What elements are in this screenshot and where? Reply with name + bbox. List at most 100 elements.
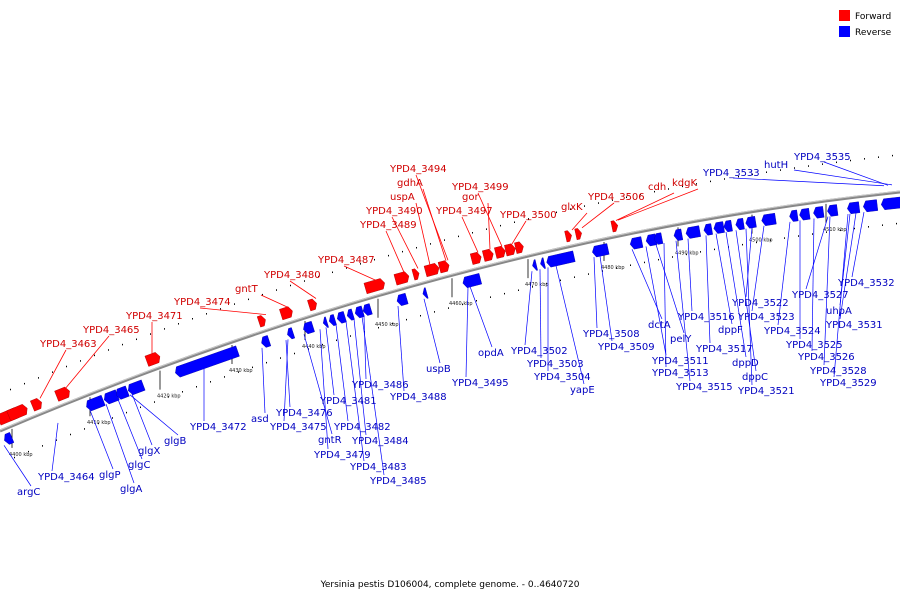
reverse-gene-label: glgC [128,460,150,471]
scale-tick-label: 4490 kbp [675,250,699,256]
reverse-gene-label: YPD4_3502 [510,346,568,357]
forward-label-line [571,212,588,231]
guide-dot [602,270,603,272]
guide-dot [234,303,235,305]
reverse-gene [175,345,240,378]
reverse-gene-label: asd [251,414,269,425]
guide-dot [588,273,589,275]
reverse-gene-label: YPD4_3495 [451,378,509,389]
reverse-label-line [303,334,333,435]
guide-dot [738,175,739,178]
guide-dot [154,401,155,403]
guide-dot [868,226,869,228]
reverse-label-line [539,269,542,359]
forward-gene [494,245,506,259]
legend-forward-label: Forward [855,12,891,22]
guide-dot [700,251,701,253]
reverse-gene-label: YPD4_3517 [695,344,753,355]
forward-gene [30,398,42,412]
guide-dot [770,239,771,241]
reverse-gene-label: YPD4_3524 [763,326,821,337]
guide-dot [784,237,785,239]
guide-dot [28,450,29,453]
reverse-label-line [645,246,667,356]
reverse-label-line [335,324,349,422]
guide-dot [574,276,575,278]
guide-dot [724,178,725,180]
reverse-gene [761,212,777,226]
forward-label-line [289,280,317,299]
forward-label-line [65,335,110,389]
guide-dot [560,279,561,282]
reverse-gene-label: YPD4_3529 [819,378,877,389]
forward-label-line [461,216,479,253]
guide-dot [378,326,379,329]
guide-dot [752,173,753,176]
forward-gene-label: YPD4_3490 [365,206,423,217]
guide-dot [742,243,743,246]
forward-label-line [391,216,419,269]
legend-reverse-swatch [839,26,850,37]
guide-dot [892,154,893,157]
guide-dot [38,377,39,379]
genome-backbone [0,190,900,433]
guide-dot [490,296,491,298]
forward-gene [514,241,524,254]
forward-gene [256,315,266,328]
forward-gene-label: YPD4_3489 [359,220,417,231]
reverse-gene-label: YPD4_3482 [333,422,391,433]
reverse-gene-label: YPD4_3535 [793,152,851,163]
guide-dot [500,224,501,227]
reverse-gene [261,335,272,348]
reverse-gene-label: YPD4_3476 [275,408,333,419]
guide-dot [486,228,487,230]
reverse-gene-label: YPD4_3513 [651,368,709,379]
reverse-label-line [725,231,747,358]
guide-dot [252,366,253,369]
reverse-label-line [129,394,179,436]
reverse-label-line [423,298,441,364]
guide-dot [70,433,71,436]
guide-dot [644,261,645,264]
guide-dot [210,381,211,383]
guide-dot [668,188,669,190]
guide-dot [686,253,687,256]
guide-dot [150,333,151,335]
reverse-label-line [89,410,114,470]
reverse-gene-label: YPD4_3484 [351,436,409,447]
guide-dot [224,376,225,378]
reverse-gene-label: dppC [742,372,768,383]
forward-gene-label: YPD4_3474 [173,297,231,308]
reverse-label-line [465,287,469,378]
genome-caption: Yersinia pestis D106004, complete genome… [320,580,580,590]
reverse-gene [847,201,861,214]
reverse-gene [337,311,347,324]
reverse-gene-label: YPD4_3532 [837,278,895,289]
guide-dot [518,289,519,291]
guide-dot [878,156,879,158]
guide-dot [416,246,417,249]
reverse-label-line [555,265,585,385]
forward-gene-label: gor [462,192,479,203]
reverse-gene-label: YPD4_3503 [526,359,584,370]
guide-dot [626,196,627,198]
reverse-gene [329,314,337,326]
guide-dot [126,411,127,414]
forward-gene-label: YPD4_3506 [587,192,645,203]
forward-gene-label: YPD4_3497 [435,206,493,217]
guide-dot [420,314,421,317]
reverse-gene-label: glgX [138,446,160,457]
reverse-label-line [805,216,829,290]
forward-label-line [415,174,449,261]
guide-dot [780,169,781,171]
reverse-gene [789,209,799,222]
reverse-label-line [363,315,367,380]
reverse-gene [685,225,701,239]
forward-gene-label: kdgK [672,178,697,189]
reverse-gene [532,259,538,271]
legend-reverse-label: Reverse [855,28,892,38]
guide-dot [462,303,463,306]
guide-dot [164,328,165,330]
guide-dot [192,318,193,320]
